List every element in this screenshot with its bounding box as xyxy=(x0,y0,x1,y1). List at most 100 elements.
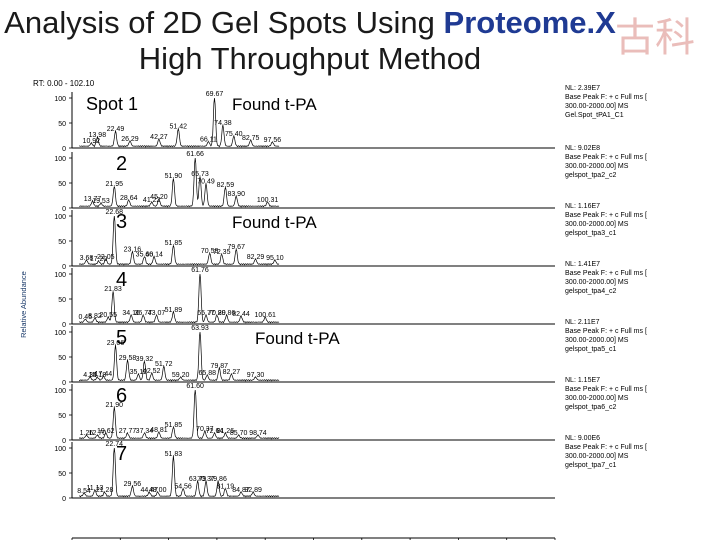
peak-label: 51.42 xyxy=(169,124,187,131)
y-tick-label: 100 xyxy=(54,96,66,103)
peak-label: 13.98 xyxy=(89,132,107,139)
peak-label: 98.74 xyxy=(249,430,267,437)
peak-label: 21.28 xyxy=(96,487,114,494)
peak-label: 59.20 xyxy=(172,372,190,379)
panel-meta: NL: 9.02E8 Base Peak F: + c Full ms [300.… xyxy=(565,144,647,180)
peak-label: 51.83 xyxy=(165,451,183,458)
panel-label: 4 xyxy=(116,269,127,291)
nl-value: NL: 1.16E7 xyxy=(565,203,601,210)
nl-value: NL: 2.11E7 xyxy=(565,319,600,326)
peak-label: 82.44 xyxy=(232,311,250,318)
peak-label: 82.59 xyxy=(217,182,235,189)
meta-line: gelspot_tpa4_c2 xyxy=(565,288,617,295)
peak-label: 92.89 xyxy=(244,487,262,494)
peak-label: 21.83 xyxy=(104,286,122,293)
nl-value: NL: 9.02E8 xyxy=(565,145,601,152)
y-tick-label: 100 xyxy=(54,214,66,221)
y-tick-label: 0 xyxy=(62,322,66,329)
panel-meta: NL: 1.41E7 Base Peak F: + c Full ms [300.… xyxy=(565,260,647,296)
peak-label: 40.14 xyxy=(145,252,163,259)
peak-label: 82.75 xyxy=(242,135,260,142)
y-tick-label: 0 xyxy=(62,380,66,387)
peak-label: 1.26 xyxy=(80,430,94,437)
peak-label: 21.90 xyxy=(105,402,123,409)
y-tick-label: 100 xyxy=(54,446,66,453)
chromatogram-trace xyxy=(79,97,280,148)
peak-label: 19.53 xyxy=(92,198,110,205)
panel-label: 6 xyxy=(116,385,127,407)
peak-label: 70.29 xyxy=(208,310,226,317)
peak-label: 79.67 xyxy=(227,244,245,251)
peak-label: 27.77 xyxy=(119,428,137,435)
meta-line: 300.00-2000.00] MS xyxy=(565,395,629,402)
peak-label: 48.81 xyxy=(150,427,168,434)
peak-label: 4.34 xyxy=(83,372,97,379)
peak-label: 51.85 xyxy=(165,240,183,247)
chromatogram-trace xyxy=(78,389,280,440)
y-tick-label: 0 xyxy=(62,438,66,445)
found-label: Found t-PA xyxy=(255,329,340,348)
meta-line: gelspot_tpa5_c1 xyxy=(565,346,617,353)
y-tick-label: 50 xyxy=(58,355,66,362)
y-tick-label: 0 xyxy=(62,496,66,503)
peak-label: 61.76 xyxy=(191,267,209,274)
panel-meta: NL: 1.15E7 Base Peak F: + c Full ms [300.… xyxy=(565,376,647,412)
peak-label: 61.60 xyxy=(186,383,204,390)
panel-meta: NL: 2.11E7 Base Peak F: + c Full ms [300.… xyxy=(565,318,647,354)
chromatogram-trace xyxy=(78,215,280,266)
peak-label: 35.12 xyxy=(130,369,148,376)
meta-line: Base Peak F: + c Full ms [ xyxy=(565,328,647,335)
peak-label: 17.20 xyxy=(90,256,108,263)
meta-line: Base Peak F: + c Full ms [ xyxy=(565,270,647,277)
peak-label: 95.10 xyxy=(266,255,284,262)
panel-label: Spot 1 xyxy=(86,94,138,114)
peak-label: 42.27 xyxy=(150,134,168,141)
nl-value: NL: 9.00E6 xyxy=(565,435,601,442)
peak-label: 51.72 xyxy=(155,361,173,368)
meta-line: Base Peak F: + c Full ms [ xyxy=(565,94,647,101)
peak-label: 35.66 xyxy=(136,252,154,259)
peak-label: 70.49 xyxy=(197,179,215,186)
meta-line: gelspot_tpa6_c2 xyxy=(565,404,617,411)
meta-line: Base Peak F: + c Full ms [ xyxy=(565,386,647,393)
peak-label: 10.92 xyxy=(83,138,101,145)
peak-label: 100.31 xyxy=(257,197,279,204)
chart-title-line2: High Throughput Method xyxy=(138,41,482,76)
peak-label: 69.67 xyxy=(206,91,224,98)
peak-label: 70.37 xyxy=(197,476,215,483)
y-tick-label: 0 xyxy=(62,264,66,271)
peak-label: 13.77 xyxy=(84,196,102,203)
peak-label: 29.56 xyxy=(124,481,142,488)
watermark-logo: 古科 xyxy=(615,5,715,105)
peak-label: 83.90 xyxy=(227,191,245,198)
peak-label: 51.89 xyxy=(165,307,183,314)
meta-line: gelspot_tpa2_c2 xyxy=(565,172,617,179)
meta-line: Gel.Spot_tPA1_C1 xyxy=(565,112,624,119)
peak-label: 61.66 xyxy=(186,151,204,158)
y-tick-label: 0 xyxy=(62,146,66,153)
peak-label: 8.54 xyxy=(77,488,91,495)
meta-line: Base Peak F: + c Full ms [ xyxy=(565,212,647,219)
found-label: Found t-PA xyxy=(232,95,317,114)
meta-line: gelspot_tpa7_c1 xyxy=(565,462,617,469)
peak-label: 29.58 xyxy=(119,355,137,362)
meta-line: 300.00-2000.00] MS xyxy=(565,453,629,460)
peak-label: 43.07 xyxy=(148,310,166,317)
peak-label: 97.56 xyxy=(264,137,282,144)
peak-label: 54.56 xyxy=(174,484,192,491)
y-tick-label: 50 xyxy=(58,239,66,246)
panel-label: 3 xyxy=(116,211,127,233)
peak-label: 28.64 xyxy=(120,195,138,202)
peak-label: 65.73 xyxy=(191,171,209,178)
peak-label: 63.79 xyxy=(189,476,207,483)
peak-label: 63.93 xyxy=(191,325,209,332)
chromatogram-trace xyxy=(79,447,280,498)
peak-label: 11.13 xyxy=(86,485,103,492)
peak-label: 12.70 xyxy=(89,430,107,437)
y-tick-label: 50 xyxy=(58,297,66,304)
peak-label: 66.11 xyxy=(200,137,217,144)
y-tick-label: 0 xyxy=(62,206,66,213)
peak-label: 80.86 xyxy=(218,310,236,317)
peak-label: 72.64 xyxy=(206,428,224,435)
peak-label: 22.05 xyxy=(97,254,115,261)
